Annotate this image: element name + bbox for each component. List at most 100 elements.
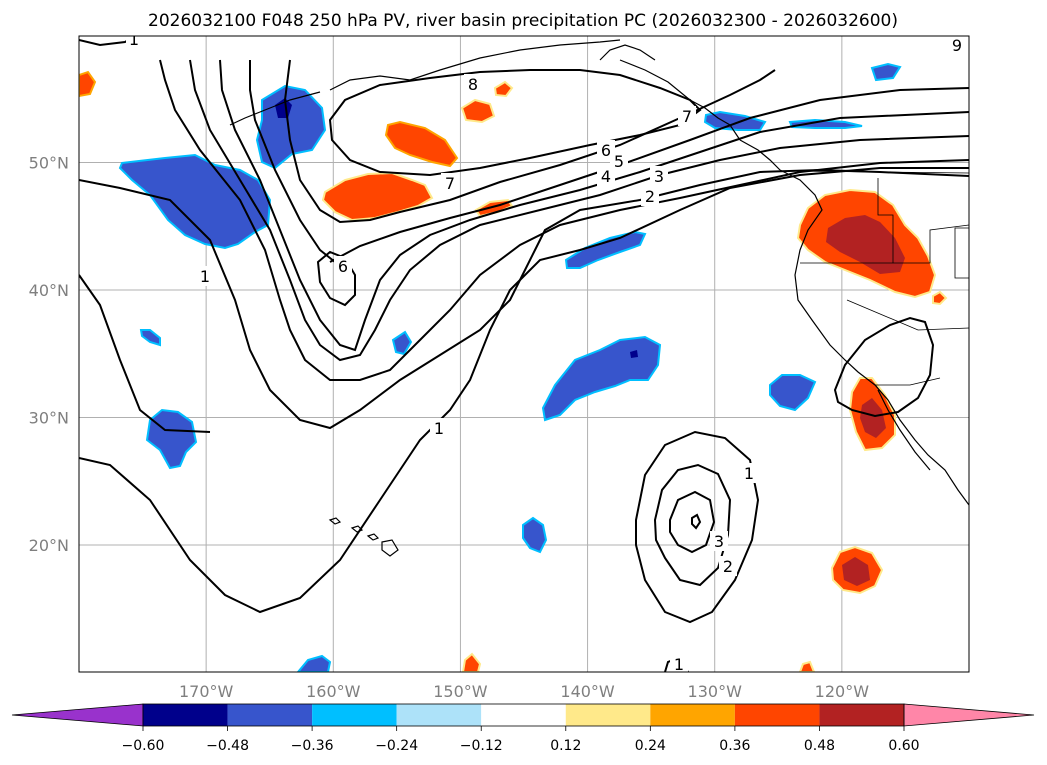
- pv-contour: [691, 513, 702, 530]
- pv-contour: [219, 59, 969, 352]
- x-tick-label: 120°W: [815, 682, 870, 701]
- colorbar-segment: [143, 704, 228, 726]
- colorbar-tick-label: 0.60: [888, 738, 919, 754]
- contour-label: 1: [200, 267, 210, 286]
- contour-label: 2: [723, 557, 733, 576]
- colorbar-tick-label: −0.36: [291, 738, 334, 754]
- contour-label: 7: [682, 107, 692, 126]
- contour-label: 1: [434, 419, 444, 438]
- pv-contour: [79, 274, 211, 433]
- precip-blob-neg: [703, 110, 767, 131]
- contour-label: 2: [645, 187, 655, 206]
- colorbar-segment: [819, 704, 904, 726]
- precip-blob-neg: [139, 329, 161, 347]
- x-tick-label: 160°W: [306, 682, 361, 701]
- pv-contour: [79, 167, 969, 614]
- precip-blob-pos: [79, 70, 97, 98]
- colorbar-extend-max: [903, 703, 1035, 727]
- positive-precip-areas: [79, 70, 948, 672]
- precip-blob-pos: [321, 171, 434, 222]
- chart-title: 2026032100 F048 250 hPa PV, river basin …: [148, 11, 898, 31]
- precip-blob-pos: [384, 120, 459, 168]
- pv-contour: [249, 60, 336, 263]
- precip-blob-pos-core: [826, 215, 905, 274]
- contour-label: 9: [952, 36, 962, 55]
- colorbar-tick-label: 0.24: [635, 738, 666, 754]
- pv-contour: [159, 59, 969, 381]
- precip-blob-neg: [564, 230, 647, 269]
- precip-blob-pos-core: [842, 557, 870, 586]
- precip-blob-pos: [932, 290, 948, 306]
- map-frame: [78, 35, 970, 673]
- colorbar-segment: [312, 704, 397, 726]
- precip-blob-neg-core: [630, 350, 638, 358]
- colorbar-segment: [227, 704, 313, 726]
- precip-blob-neg: [296, 654, 332, 672]
- precip-blob-neg: [769, 374, 817, 412]
- contour-label: 6: [601, 141, 611, 160]
- x-tick-label: 170°W: [179, 682, 234, 701]
- precip-blob-pos: [798, 660, 816, 672]
- y-tick-label: 50°N: [29, 154, 69, 173]
- y-axis-ticks: 20°N 30°N 40°N 50°N: [29, 154, 69, 556]
- contour-label: 1: [744, 464, 754, 483]
- pv-contour: [79, 168, 969, 430]
- contour-label: 7: [445, 174, 455, 193]
- pv-contour: [329, 87, 969, 263]
- precip-blob-neg: [870, 62, 902, 82]
- colorbar-tick-label: 0.12: [550, 738, 581, 754]
- precip-blob-neg: [391, 330, 413, 356]
- x-tick-label: 130°W: [688, 682, 743, 701]
- colorbar-tick-label: −0.60: [122, 738, 165, 754]
- colorbar-segment: [565, 704, 651, 726]
- colorbar-frame: [142, 703, 905, 727]
- precip-blob-neg: [541, 335, 662, 422]
- precip-blob-pos: [460, 98, 496, 124]
- y-tick-label: 30°N: [29, 409, 69, 428]
- colorbar-tick-label: 0.48: [804, 738, 835, 754]
- y-tick-label: 20°N: [29, 536, 69, 555]
- precip-blob-neg-core: [275, 98, 292, 118]
- colorbar-segment: [650, 704, 735, 726]
- pv-contour: [189, 59, 969, 362]
- colorbar-segment: [396, 704, 482, 726]
- precip-blob-pos: [493, 80, 514, 98]
- colorbar-tick-label: −0.12: [460, 738, 503, 754]
- precip-blob-pos-core: [860, 398, 886, 438]
- contour-label: 8: [468, 75, 478, 94]
- contour-label: 1: [674, 655, 684, 674]
- contour-label: 3: [654, 167, 664, 186]
- colorbar-tick-label: −0.48: [206, 738, 249, 754]
- coastlines: [229, 39, 969, 557]
- colorbar-extend-min: [11, 703, 144, 727]
- pv-contour: [833, 316, 935, 418]
- pv-contour: [316, 250, 356, 307]
- x-tick-label: 140°W: [560, 682, 615, 701]
- x-tick-label: 150°W: [433, 682, 488, 701]
- colorbar-tick-label: 0.36: [719, 738, 750, 754]
- precip-blob-neg: [788, 118, 863, 129]
- contour-label: 5: [614, 152, 624, 171]
- contour-label: 4: [601, 167, 611, 186]
- precip-blob-pos: [461, 652, 482, 672]
- x-axis-ticks: 170°W 160°W 150°W 140°W 130°W 120°W: [179, 682, 869, 701]
- colorbar-segment: [481, 704, 566, 726]
- precip-blob-neg: [522, 516, 548, 554]
- y-tick-label: 40°N: [29, 281, 69, 300]
- contour-label: 6: [338, 257, 348, 276]
- colorbar-tick-label: −0.24: [375, 738, 418, 754]
- pv-contour: [283, 59, 776, 224]
- pv-contour: [635, 430, 760, 624]
- colorbar: −0.60 −0.48 −0.36 −0.24 −0.12 0.12 0.24 0.36 0.4…: [11, 703, 1035, 754]
- pv-contour: [328, 69, 702, 177]
- pv-contours: [79, 36, 969, 672]
- contour-label: 3: [714, 532, 724, 551]
- map-background: [79, 36, 969, 672]
- contour-labels: 1 1 1 1 1 2 3 4 5 6 6 7 7 8: [126, 30, 966, 674]
- political-borders: [785, 170, 969, 386]
- negative-precip-areas: [118, 62, 902, 672]
- contour-label: 1: [129, 30, 139, 49]
- map-content: 1 1 1 1 1 2 3 4 5 6 6 7 7 8: [79, 30, 969, 674]
- colorbar-segment: [734, 704, 820, 726]
